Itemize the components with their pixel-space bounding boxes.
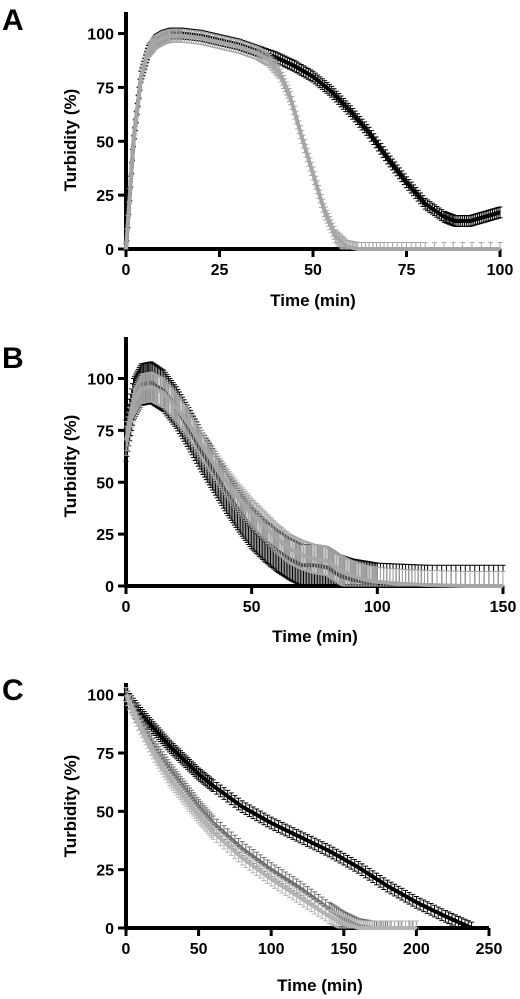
x-tick-label-a: 25	[211, 262, 229, 279]
series-c-2	[123, 687, 419, 930]
series-line	[124, 693, 417, 930]
y-tick-label-c: 100	[87, 688, 114, 705]
panel-letter-c: C	[2, 674, 24, 707]
y-tick-label-a: 100	[87, 27, 114, 44]
x-tick-label-b: 0	[122, 599, 131, 616]
x-axis-title-a: Time (min)	[270, 291, 356, 310]
y-tick-label-c: 50	[96, 804, 114, 821]
panel-b: B Turbidity (%) Time (min) 0 25 50 75 100 0 50…	[2, 337, 516, 646]
series-c-1	[123, 688, 475, 930]
y-tick-label-a: 75	[96, 80, 114, 97]
y-tick-label-b: 25	[96, 527, 114, 544]
y-tick-label-a: 50	[96, 134, 114, 151]
y-tick-label-b: 75	[96, 423, 114, 440]
series-a-2	[123, 28, 503, 251]
series-line	[124, 384, 503, 588]
x-tick-label-c: 100	[258, 941, 285, 958]
series-line	[124, 33, 500, 251]
panel-c: C Turbidity (%) Time (min) 0 25 50 75 100 0 50…	[2, 674, 502, 995]
x-tick-label-c: 250	[476, 941, 503, 958]
y-tick-label-b: 100	[87, 372, 114, 389]
x-tick-label-a: 75	[398, 262, 416, 279]
x-tick-label-c: 50	[190, 941, 208, 958]
series-line	[124, 693, 473, 930]
y-tick-label-a: 0	[105, 242, 114, 259]
x-tick-label-b: 100	[364, 599, 391, 616]
x-axis-title-c: Time (min)	[277, 976, 363, 995]
series-b-2	[123, 371, 506, 588]
panel-letter-a: A	[2, 4, 24, 37]
series-line	[124, 31, 501, 250]
x-tick-label-c: 200	[403, 941, 430, 958]
y-axis-title-c: Turbidity (%)	[61, 755, 80, 858]
y-tick-label-c: 0	[105, 921, 114, 938]
x-tick-label-a: 0	[122, 262, 131, 279]
y-tick-label-c: 75	[96, 746, 114, 763]
series-line	[124, 693, 417, 930]
series-a-1	[123, 27, 503, 250]
x-axis-title-b: Time (min)	[272, 627, 358, 646]
y-tick-label-b: 0	[105, 579, 114, 596]
x-tick-label-b: 50	[243, 599, 261, 616]
panel-a: A Turbidity (%) Time (min) 0 25 50 75 100 0 25…	[2, 4, 513, 310]
y-tick-label-a: 25	[96, 188, 114, 205]
y-tick-label-c: 25	[96, 863, 114, 880]
series-c-3	[123, 687, 419, 930]
panel-letter-b: B	[2, 342, 24, 375]
y-axis-title-b: Turbidity (%)	[61, 415, 80, 518]
x-tick-label-c: 0	[122, 941, 131, 958]
y-tick-label-b: 50	[96, 475, 114, 492]
y-axis-title-a: Turbidity (%)	[61, 89, 80, 192]
x-tick-label-a: 100	[487, 262, 514, 279]
x-tick-label-c: 150	[330, 941, 357, 958]
x-tick-label-a: 50	[304, 262, 322, 279]
x-tick-label-b: 150	[490, 599, 517, 616]
